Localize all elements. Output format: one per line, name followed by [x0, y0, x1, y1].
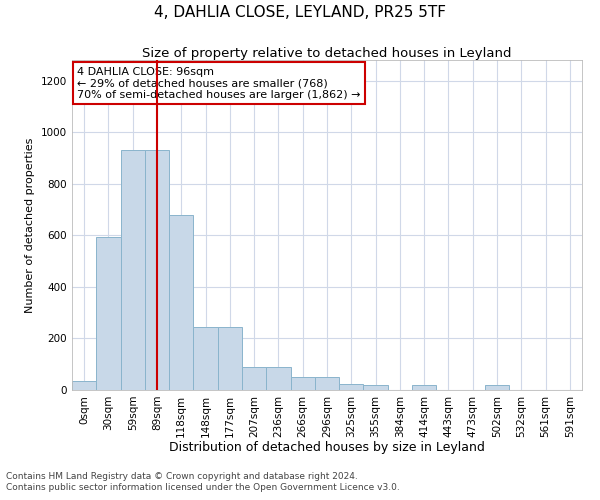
Bar [412, 385, 436, 390]
Bar [96, 236, 121, 390]
Bar [364, 385, 388, 390]
Y-axis label: Number of detached properties: Number of detached properties [25, 138, 35, 312]
Bar [485, 385, 509, 390]
Text: Contains HM Land Registry data © Crown copyright and database right 2024.
Contai: Contains HM Land Registry data © Crown c… [6, 472, 400, 492]
Bar [218, 327, 242, 390]
Bar [169, 214, 193, 390]
Bar [242, 367, 266, 390]
Title: Size of property relative to detached houses in Leyland: Size of property relative to detached ho… [142, 47, 512, 60]
Bar [145, 150, 169, 390]
Text: 4 DAHLIA CLOSE: 96sqm
← 29% of detached houses are smaller (768)
70% of semi-det: 4 DAHLIA CLOSE: 96sqm ← 29% of detached … [77, 66, 361, 100]
Bar [193, 327, 218, 390]
Bar [290, 377, 315, 390]
Bar [315, 377, 339, 390]
Text: 4, DAHLIA CLOSE, LEYLAND, PR25 5TF: 4, DAHLIA CLOSE, LEYLAND, PR25 5TF [154, 5, 446, 20]
Bar [72, 381, 96, 390]
Bar [339, 384, 364, 390]
Bar [121, 150, 145, 390]
Bar [266, 367, 290, 390]
X-axis label: Distribution of detached houses by size in Leyland: Distribution of detached houses by size … [169, 441, 485, 454]
